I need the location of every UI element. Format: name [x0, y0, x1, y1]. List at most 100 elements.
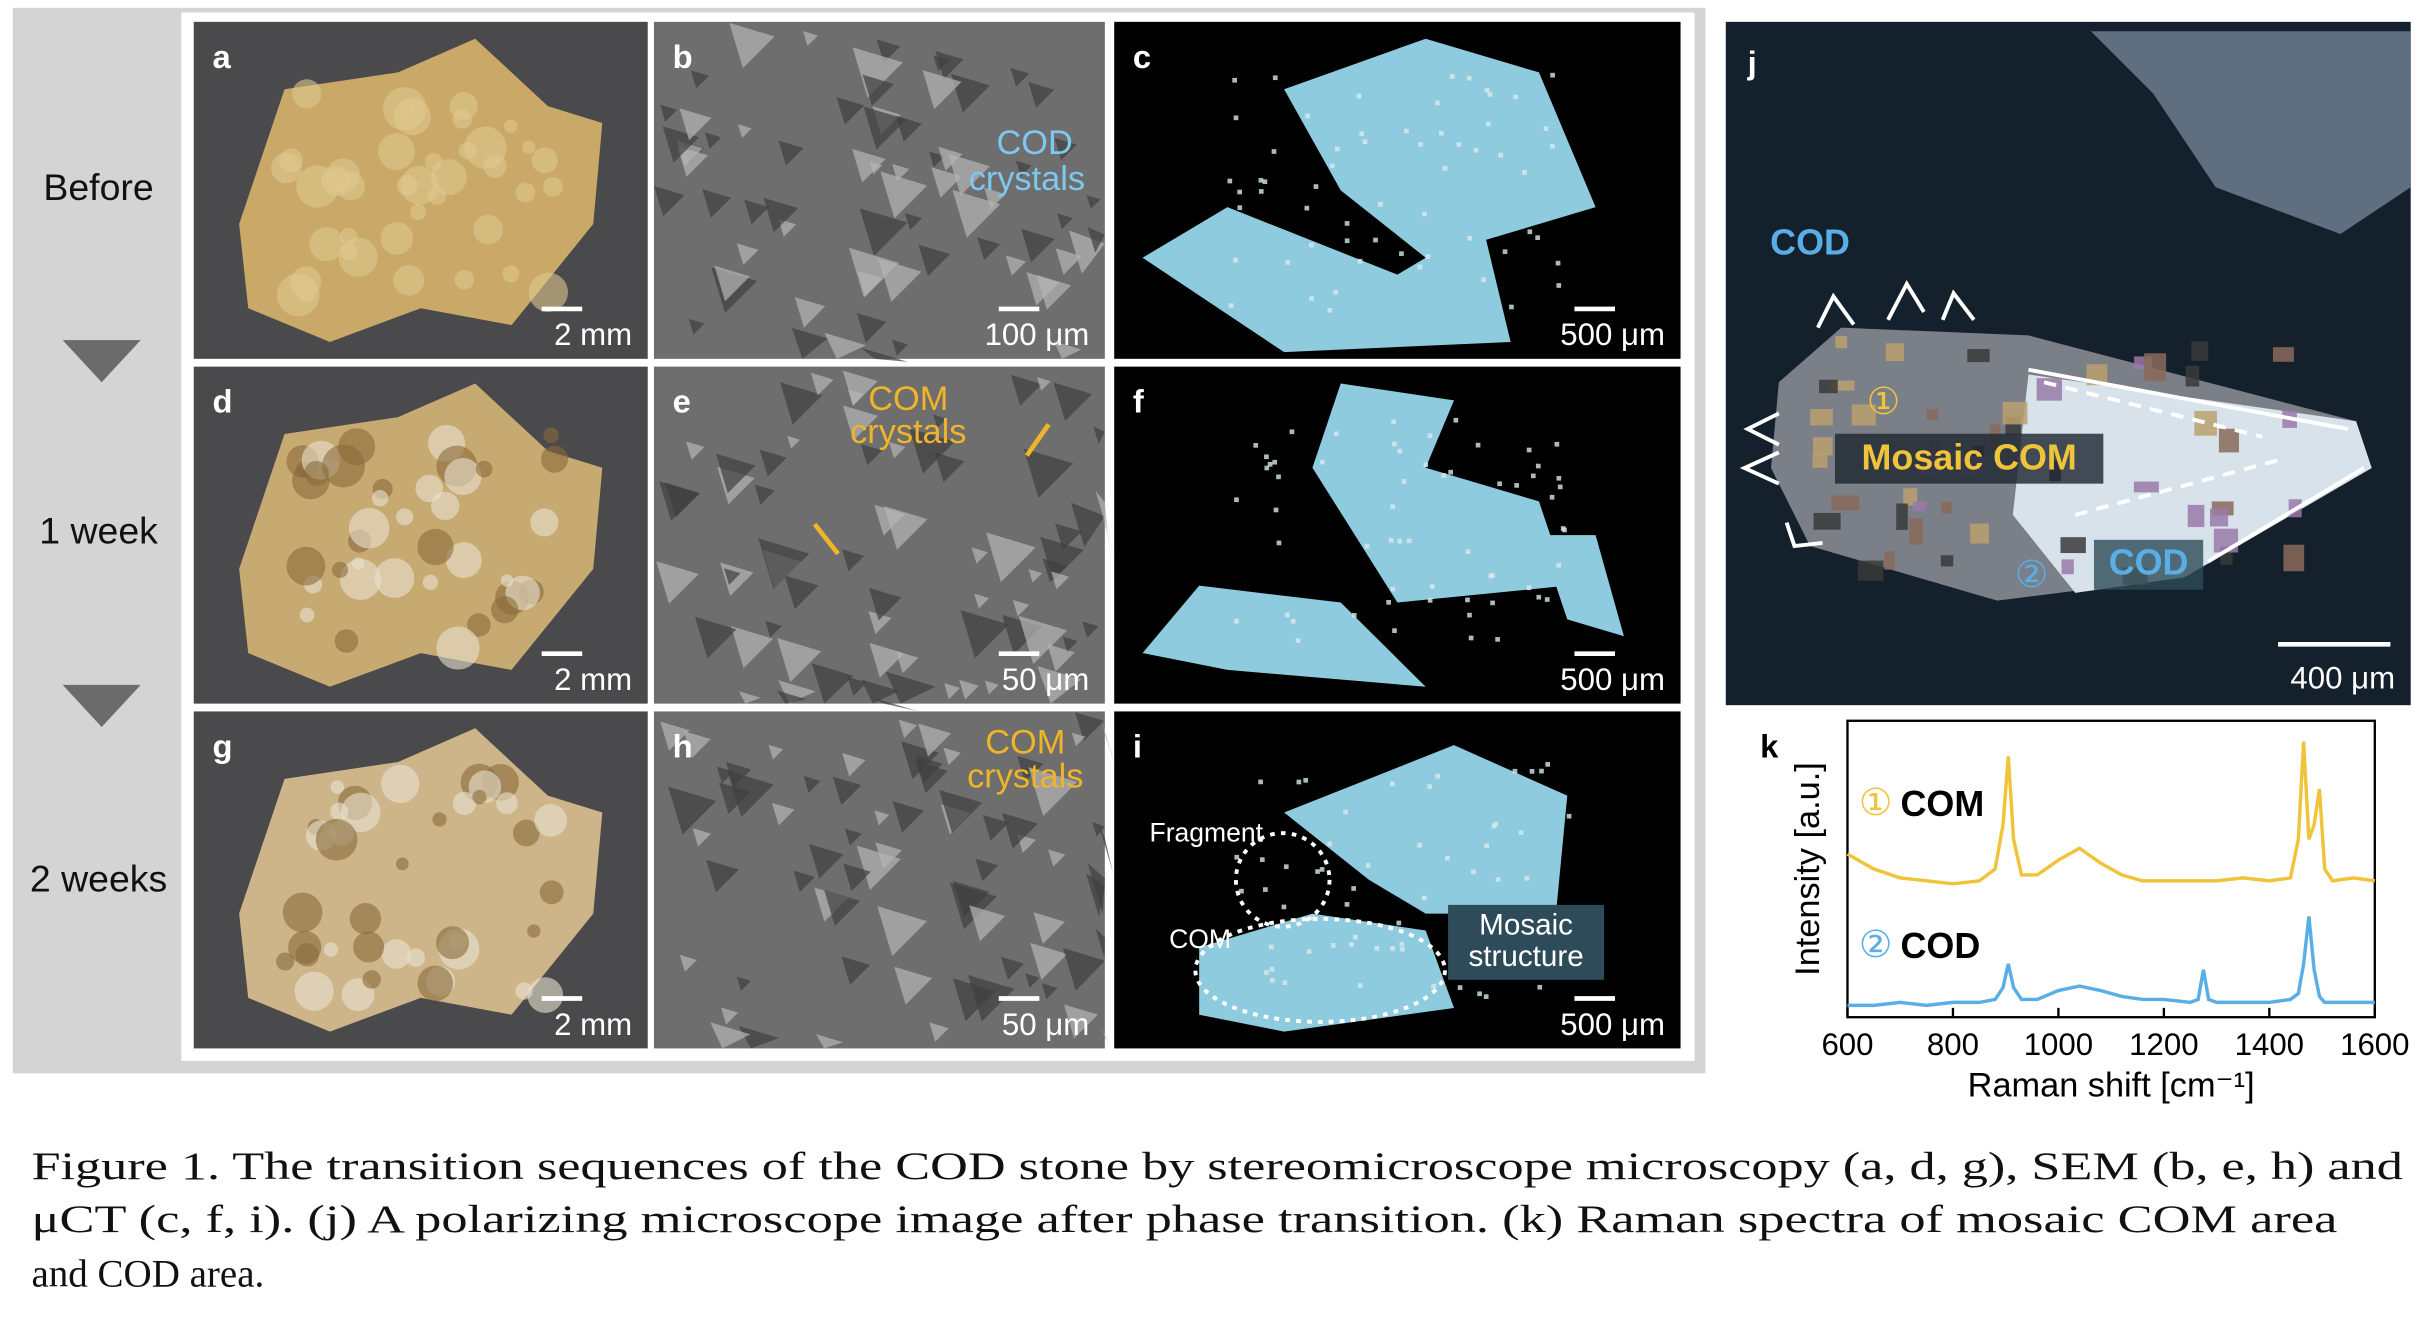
- sem-texture: [660, 721, 690, 751]
- sem-texture: [791, 327, 828, 359]
- stone-texture: [330, 802, 349, 821]
- sem-texture: [931, 167, 962, 198]
- ct-speck: [1397, 538, 1403, 544]
- ct-speck: [1373, 237, 1378, 243]
- stone-texture: [294, 971, 334, 1011]
- ct-speck: [1417, 264, 1423, 270]
- sem-texture: [885, 671, 936, 704]
- marker-line: [1743, 411, 1780, 447]
- sem-texture: [778, 219, 797, 237]
- ct-speck: [1356, 93, 1362, 99]
- panel-image: [193, 366, 648, 704]
- stone-texture: [349, 902, 382, 935]
- stone-texture: [534, 803, 567, 837]
- scale-label: 2 mm: [554, 317, 632, 352]
- ct-speck: [1550, 144, 1555, 149]
- sem-texture: [736, 976, 752, 991]
- sem-texture: [984, 680, 999, 695]
- sem-texture: [1075, 712, 1104, 742]
- sem-texture: [738, 691, 761, 704]
- sem-texture: [836, 97, 865, 125]
- stone-texture: [543, 176, 563, 197]
- crystal: [2209, 508, 2229, 527]
- crystal: [1912, 501, 1927, 512]
- sem-texture: [754, 484, 775, 505]
- ct-speck: [1509, 304, 1514, 310]
- ct-speck: [1357, 983, 1363, 988]
- sem-texture: [1102, 721, 1116, 766]
- panel-label: c: [1133, 38, 1151, 75]
- ct-speck: [1483, 994, 1489, 999]
- ct-slice: [1312, 383, 1568, 603]
- ct-speck: [1268, 944, 1274, 950]
- sem-texture: [738, 1025, 779, 1049]
- sem-texture: [1040, 536, 1084, 581]
- sem-texture: [731, 626, 773, 669]
- label-bg: [2093, 539, 2204, 590]
- ct-speck: [1524, 875, 1530, 881]
- ct-speck: [1264, 970, 1269, 975]
- sem-texture: [1025, 973, 1040, 988]
- ct-speck: [1448, 469, 1454, 475]
- ct-speck: [1276, 540, 1282, 546]
- stone-texture: [531, 147, 558, 174]
- crystal: [1941, 501, 1952, 514]
- ct-speck: [1309, 296, 1314, 301]
- ct-speck: [1502, 249, 1508, 255]
- label-bg: [1834, 433, 2104, 484]
- stone-texture: [530, 508, 559, 537]
- sem-texture: [1095, 490, 1108, 531]
- legend-marker: ②: [1859, 923, 1893, 965]
- ct-speck: [1497, 481, 1502, 487]
- ct-speck: [1526, 447, 1532, 453]
- stone-texture: [475, 460, 493, 478]
- scale-label: 2 mm: [554, 662, 632, 697]
- annotation: COM: [1169, 924, 1231, 954]
- sem-texture: [892, 339, 909, 356]
- sem-texture: [721, 1007, 739, 1025]
- outline: [1233, 831, 1332, 929]
- ct-slice: [1538, 535, 1624, 637]
- ct-speck: [1333, 290, 1339, 295]
- sem-texture: [952, 880, 990, 918]
- scale-label: 400 μm: [2290, 660, 2395, 695]
- ct-speck: [1313, 184, 1319, 189]
- sem-texture: [929, 1022, 949, 1042]
- x-tick-label: 800: [1927, 1027, 1979, 1062]
- scale-label: 50 μm: [1002, 1007, 1089, 1042]
- arrow-annotation: [812, 522, 840, 556]
- stone-texture: [299, 607, 315, 623]
- ct-speck: [1262, 179, 1268, 185]
- spectrum-line: [1847, 916, 2375, 1008]
- stone-texture: [422, 574, 439, 590]
- panel-image: [653, 366, 1116, 712]
- annotation: crystals: [850, 413, 966, 451]
- sem-texture: [811, 663, 854, 704]
- ct-speck: [1429, 584, 1435, 589]
- scale-label: 50 μm: [1002, 662, 1089, 697]
- sem-texture: [744, 199, 769, 225]
- ct-slice: [1199, 913, 1455, 1032]
- annotation: structure: [1468, 940, 1583, 973]
- crystal: [1884, 551, 1895, 570]
- sem-texture: [1005, 255, 1027, 276]
- guide-line: [2074, 458, 2279, 517]
- stone-texture: [352, 557, 365, 570]
- ct-speck: [1535, 235, 1541, 241]
- sem-texture: [824, 890, 861, 926]
- crystal: [1810, 409, 1833, 426]
- stone-texture: [288, 930, 322, 964]
- stone-texture: [348, 507, 390, 549]
- stone-texture: [417, 528, 454, 566]
- sem-texture: [859, 208, 908, 256]
- sem-texture: [1092, 822, 1105, 837]
- ct-speck: [1449, 74, 1455, 79]
- sem-texture: [759, 449, 787, 477]
- sem-texture: [810, 372, 834, 396]
- sem-texture: [1028, 767, 1078, 817]
- sem-texture: [909, 428, 955, 474]
- ct-speck: [1264, 465, 1270, 471]
- row-label: 1 week: [39, 509, 158, 551]
- ct-speck: [1456, 142, 1462, 147]
- stone-texture: [393, 98, 431, 136]
